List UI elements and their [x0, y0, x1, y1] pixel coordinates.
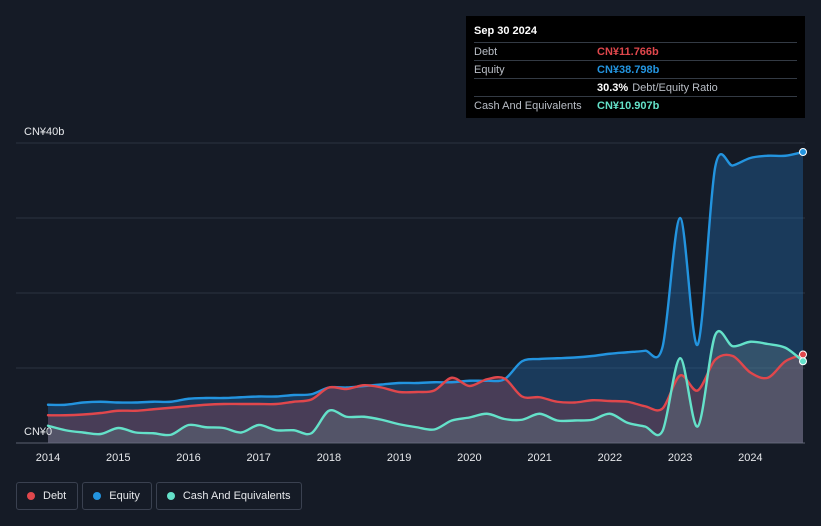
- tooltip-label: Cash And Equivalents: [474, 99, 582, 112]
- x-tick-label: 2018: [317, 452, 341, 464]
- tooltip-label: Debt: [474, 45, 498, 58]
- area-equity: [48, 152, 803, 443]
- x-tick-label: 2019: [387, 452, 411, 464]
- tooltip-value-equity: CN¥38.798b: [597, 63, 660, 76]
- legend-item-debt[interactable]: Debt: [16, 482, 79, 510]
- tooltip-row-ratio: 30.3% Debt/Equity Ratio: [474, 78, 797, 96]
- tooltip-label: Equity: [474, 63, 505, 76]
- tooltip-row-equity: Equity CN¥38.798b: [474, 60, 797, 78]
- x-tick-label: 2016: [176, 452, 200, 464]
- legend: Debt Equity Cash And Equivalents: [16, 482, 306, 510]
- y-tick-label-bottom: CN¥0: [24, 426, 52, 438]
- tooltip-row-cash: Cash And Equivalents CN¥10.907b: [474, 96, 797, 114]
- legend-dot-icon: [166, 492, 175, 500]
- tooltip-value-cash: CN¥10.907b: [597, 99, 660, 112]
- legend-item-cash[interactable]: Cash And Equivalents: [155, 482, 303, 510]
- y-tick-label-top: CN¥40b: [24, 126, 64, 138]
- legend-label-equity: Equity: [109, 490, 140, 502]
- line-debt: [46, 353, 805, 417]
- end-marker-debt: [799, 350, 807, 359]
- gridlines: [16, 142, 805, 444]
- tooltip-ratio-caption: Debt/Equity Ratio: [632, 81, 718, 94]
- legend-dot-icon: [27, 492, 35, 500]
- line-cash-and-equivalents: [46, 329, 805, 437]
- x-axis-ticks: 2014 2015 2016 2017 2018 2019 2020 2021 2022 2023…: [36, 452, 763, 464]
- end-marker-cash-and-equivalents: [799, 357, 807, 366]
- line-equity: [46, 150, 805, 407]
- x-tick-label: 2014: [36, 452, 60, 464]
- legend-label-cash: Cash And Equivalents: [182, 490, 291, 502]
- x-tick-label: 2024: [738, 452, 762, 464]
- x-tick-label: 2021: [527, 452, 551, 464]
- legend-dot-icon: [93, 492, 102, 500]
- tooltip-value-debt: CN¥11.766b: [597, 45, 659, 58]
- end-markers: [799, 148, 807, 366]
- end-marker-equity: [799, 148, 807, 156]
- tooltip-date: Sep 30 2024: [474, 25, 537, 37]
- tooltip-panel: Sep 30 2024 Debt CN¥11.766b Equity CN¥38…: [466, 16, 805, 118]
- x-tick-label: 2020: [457, 452, 481, 464]
- tooltip-value-ratio: 30.3%: [597, 81, 629, 94]
- x-tick-label: 2023: [668, 452, 692, 464]
- x-tick-label: 2022: [598, 452, 622, 464]
- legend-label-debt: Debt: [43, 490, 67, 502]
- x-tick-label: 2015: [106, 452, 130, 464]
- x-tick-label: 2017: [246, 452, 270, 464]
- series-lines: [46, 150, 805, 437]
- area-debt: [48, 354, 803, 443]
- tooltip-row-debt: Debt CN¥11.766b: [474, 42, 797, 60]
- legend-item-equity[interactable]: Equity: [82, 482, 152, 510]
